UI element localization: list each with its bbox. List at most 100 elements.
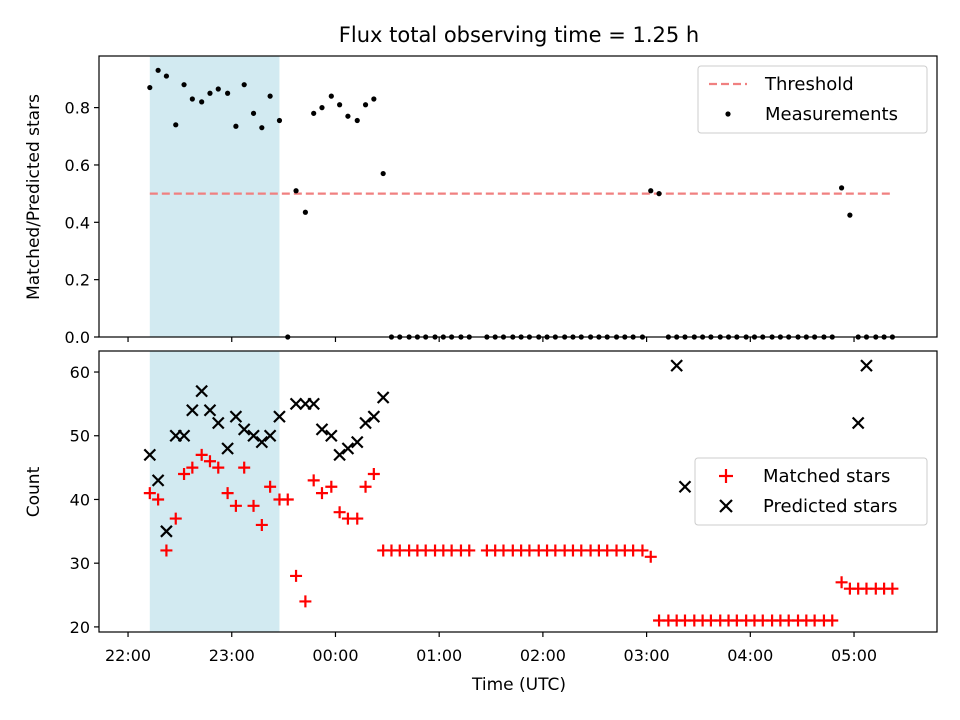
- predicted-star-point: [195, 384, 208, 398]
- measurement-point: [233, 123, 239, 129]
- matched-star-point: [238, 461, 251, 474]
- legend-predicted-swatch: [719, 499, 733, 513]
- matched-star-point: [264, 480, 277, 493]
- x-tick-label: 03:00: [624, 646, 670, 665]
- predicted-star-point: [273, 410, 286, 423]
- legend-box: [697, 65, 928, 134]
- y-axis-label: Matched/Predicted stars: [24, 94, 44, 300]
- matched-star-point: [333, 506, 346, 519]
- predicted-star-point: [255, 435, 269, 449]
- measurement-point: [267, 93, 273, 99]
- measurement-point: [648, 188, 654, 194]
- measurement-point: [337, 102, 343, 108]
- matched-star-point: [299, 595, 312, 608]
- axes-frame: [98, 55, 938, 338]
- matched-star-point: [229, 499, 242, 512]
- predicted-star-point: [177, 429, 191, 443]
- measurement-point: [181, 82, 187, 88]
- y-tick-label: 0.2: [65, 271, 90, 290]
- matched-star-point: [636, 544, 649, 557]
- matched-star-point: [186, 461, 199, 474]
- predicted-star-point: [263, 429, 277, 443]
- measurement-point: [311, 110, 317, 116]
- matched-star-point: [359, 480, 372, 493]
- predicted-star-point: [325, 429, 338, 443]
- measurement-point: [259, 125, 265, 131]
- matched-star-point: [203, 455, 216, 468]
- x-axis-label: Time (UTC): [471, 675, 566, 695]
- measurement-point: [293, 188, 299, 194]
- measurement-point: [656, 191, 662, 197]
- measurement-point: [847, 212, 853, 218]
- predicted-star-point: [151, 474, 165, 487]
- predicted-star-point: [160, 525, 173, 538]
- measurement-point: [328, 93, 334, 99]
- predicted-star-point: [211, 416, 225, 430]
- predicted-star-point: [237, 423, 251, 436]
- matched-star-point: [463, 544, 476, 557]
- measurement-point: [215, 86, 221, 92]
- legend: Matched stars Predicted stars: [694, 457, 928, 526]
- measurement-point: [199, 99, 205, 105]
- measurement-point: [371, 96, 377, 102]
- predicted-star-point: [229, 410, 243, 423]
- measurement-point: [207, 90, 213, 96]
- matched-star-point: [644, 550, 657, 563]
- x-tick-label: 01:00: [416, 646, 462, 665]
- matched-star-point: [221, 487, 234, 500]
- y-tick-label: 0.8: [65, 99, 90, 118]
- measurement-point: [241, 82, 247, 88]
- y-tick-label: 0.4: [65, 213, 90, 232]
- measurement-point: [155, 67, 161, 73]
- matched-star-point: [178, 467, 191, 480]
- predicted-star-point: [307, 397, 320, 411]
- matched-star-point: [152, 493, 165, 506]
- predicted-star-point: [350, 435, 364, 449]
- x-tick-label: 22:00: [105, 646, 151, 665]
- predicted-star-point: [678, 480, 692, 493]
- x-tick-label: 23:00: [209, 646, 255, 665]
- predicted-star-point: [315, 423, 329, 436]
- matched-star-point: [247, 499, 260, 512]
- predicted-star-point: [203, 403, 217, 417]
- legend-predicted-label: Predicted stars: [763, 496, 897, 517]
- measurement-point: [163, 73, 170, 79]
- measurement-point: [225, 90, 231, 96]
- matched-star-point: [367, 467, 380, 480]
- measurement-point: [354, 117, 360, 124]
- measurement-point: [173, 122, 179, 128]
- measurement-point: [276, 117, 283, 124]
- predicted-star-point: [851, 416, 865, 430]
- legend-box: [694, 457, 928, 526]
- y-tick-label: 60: [70, 363, 90, 382]
- matched-star-point: [325, 480, 338, 493]
- legend-matched-swatch: [719, 469, 733, 483]
- y-tick-label: 0.6: [65, 156, 90, 175]
- matched-star-point: [351, 512, 364, 525]
- predicted-star-point: [860, 359, 873, 372]
- matched-star-point: [886, 582, 899, 595]
- measurement-point: [319, 105, 325, 111]
- axes-frame: [98, 350, 938, 633]
- matched-star-point: [169, 512, 182, 525]
- shaded-span: [149, 56, 280, 337]
- y-tick-label: 0.0: [65, 328, 90, 347]
- measurement-point: [345, 113, 351, 119]
- matched-star-point: [143, 487, 156, 500]
- legend-threshold-label: Threshold: [764, 74, 854, 95]
- predicted-star-point: [367, 410, 381, 423]
- x-tick-label: 00:00: [312, 646, 358, 665]
- measurement-point: [250, 110, 257, 116]
- measurement-point: [302, 209, 308, 215]
- measurement-point: [147, 84, 153, 91]
- measurement-point: [838, 185, 845, 191]
- matched-star-point: [826, 614, 839, 627]
- predicted-star-point: [289, 397, 303, 411]
- predicted-star-point: [143, 448, 157, 462]
- matched-star-point: [160, 544, 173, 557]
- predicted-star-point: [186, 403, 199, 417]
- y-tick-label: 50: [70, 427, 90, 446]
- panel-top: 0.00.20.40.60.8 Matched/Predicted stars …: [24, 55, 938, 347]
- predicted-star-point: [333, 448, 346, 462]
